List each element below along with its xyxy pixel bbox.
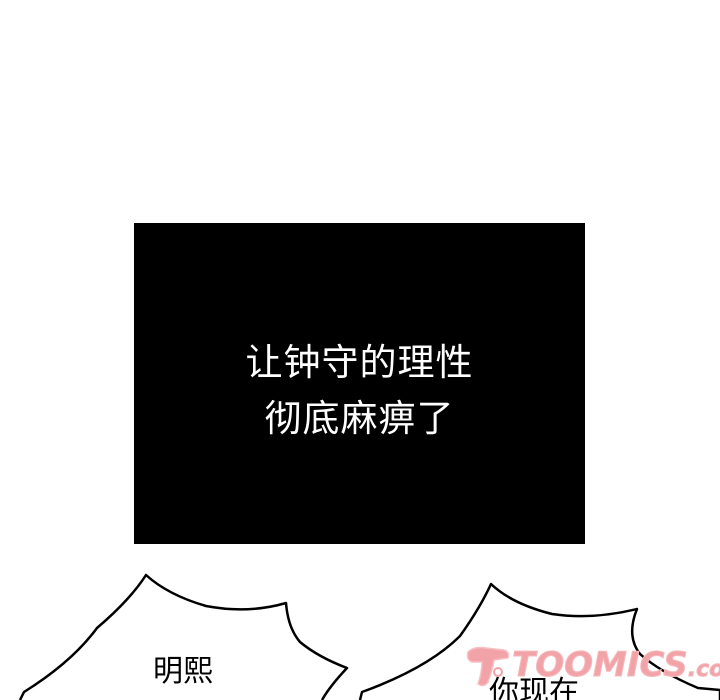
watermark-suffix: .com — [687, 657, 720, 683]
toomics-logo-icon — [466, 646, 510, 687]
speech-bubble-left — [18, 573, 349, 700]
watermark-text: TOOMICS.com — [512, 645, 720, 686]
toomics-watermark: TOOMICS.com — [464, 640, 720, 690]
narration-text: 让钟守的理性 彻底麻痹了 — [134, 335, 585, 447]
narration-box: 让钟守的理性 彻底麻痹了 — [134, 223, 585, 544]
narration-line-2: 彻底麻痹了 — [264, 397, 455, 440]
narration-line-1: 让钟守的理性 — [245, 341, 474, 384]
bubble-left-text: 明熙 — [153, 654, 213, 689]
speech-bubble-right — [358, 582, 720, 700]
bubble-right-text: 你现在 — [489, 675, 579, 700]
watermark-brand: TOOMICS — [512, 645, 689, 686]
